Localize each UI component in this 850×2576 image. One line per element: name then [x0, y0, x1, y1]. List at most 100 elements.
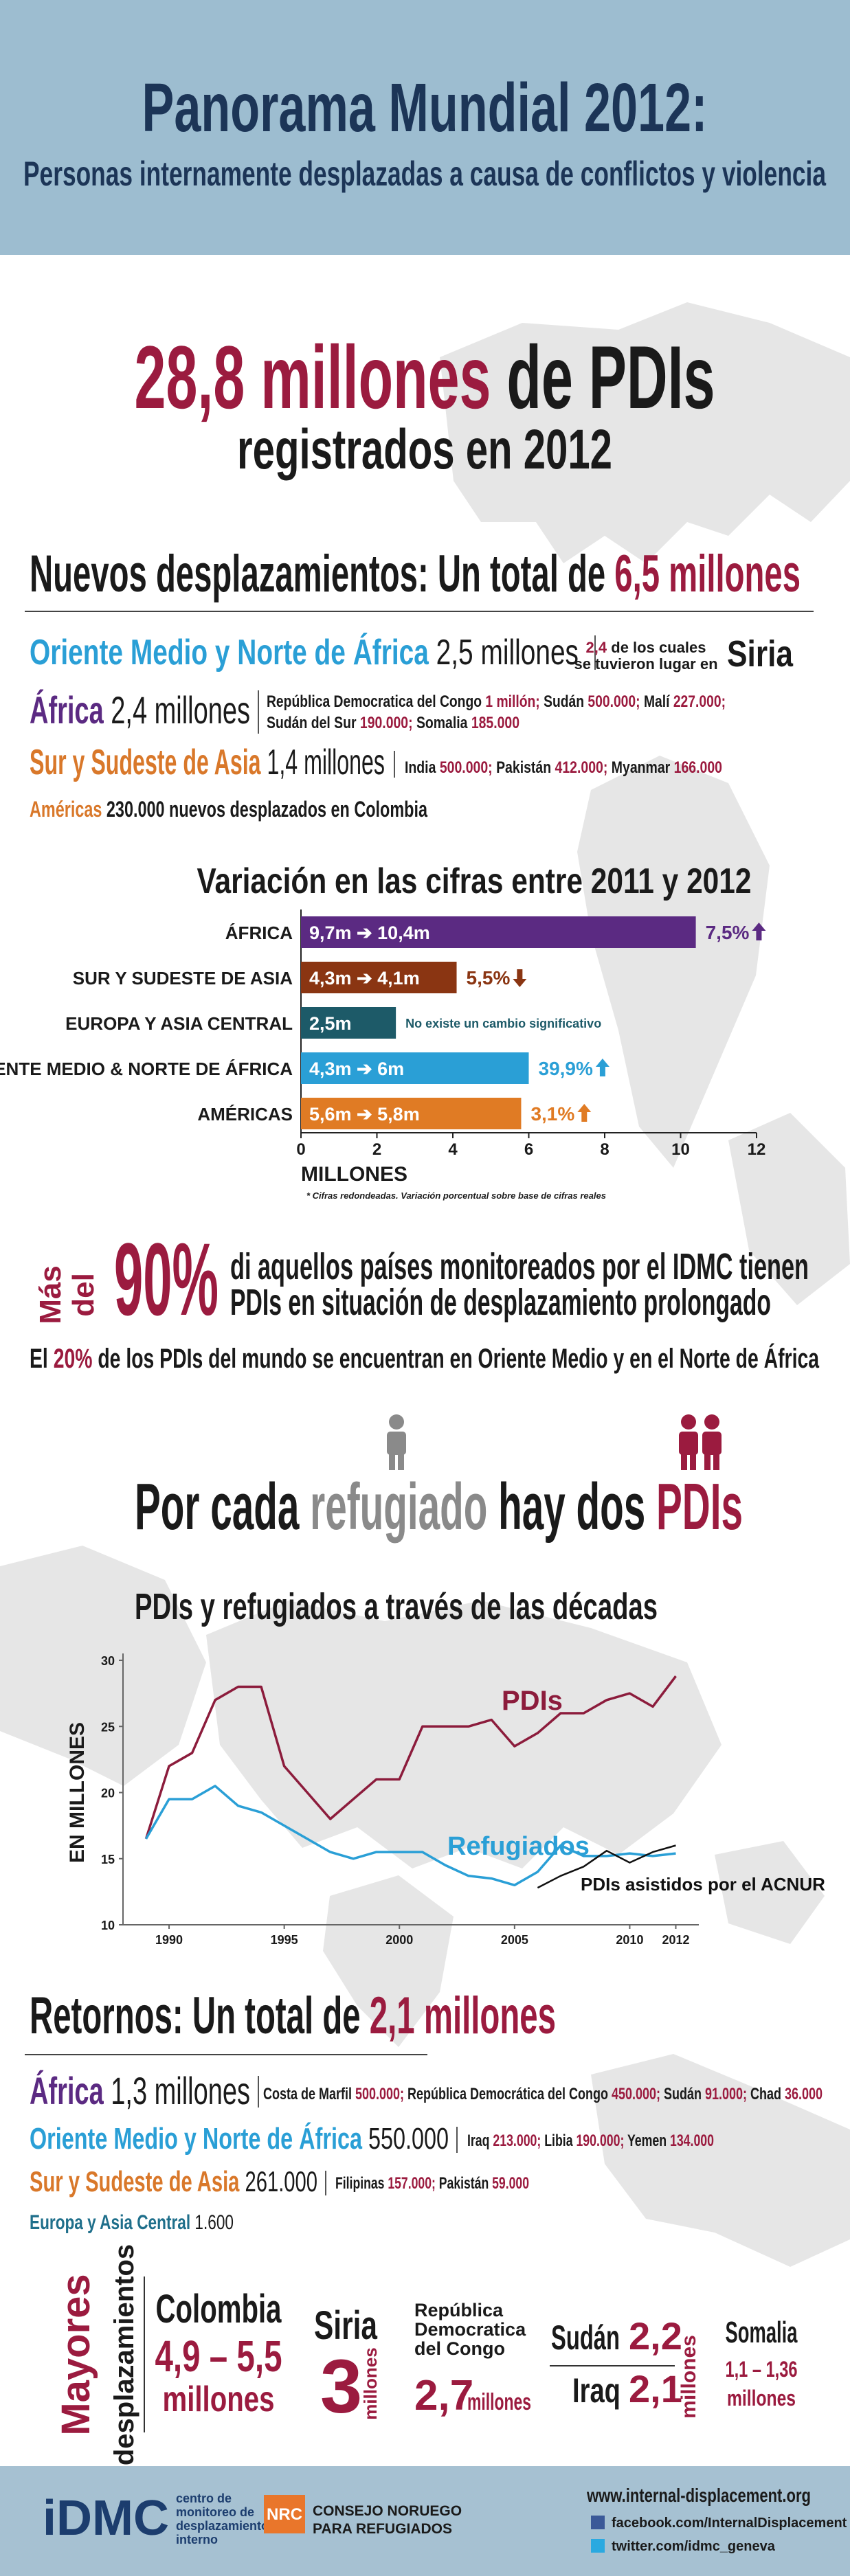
category-label: EUROPA Y ASIA CENTRAL [65, 1013, 293, 1034]
region-row: Oriente Medio y Norte de África 2,5 mill… [30, 633, 579, 673]
ratio-start: Por cada [135, 1470, 300, 1544]
facebook-link[interactable]: facebook.com/InternalDisplacement [612, 2516, 847, 2531]
ratio-refugee: refugiado [310, 1470, 487, 1544]
x-tick-label: 2012 [662, 1933, 689, 1947]
country-name: Iraq [572, 2371, 620, 2410]
share-figure: 20% [54, 1344, 93, 1374]
title: Panorama Mundial 2012: [142, 69, 708, 146]
protracted-prefix: Más [34, 1265, 67, 1324]
detail-figure: 166.000 [674, 758, 722, 777]
region-name: África [30, 688, 104, 732]
y-tick-label: 30 [101, 1654, 115, 1668]
detail-text: de los cuales [611, 639, 706, 656]
section-title-text: Nuevos desplazamientos: Un total de [30, 545, 605, 603]
trend-arrow [752, 923, 766, 940]
facebook-icon [591, 2516, 605, 2529]
headline-subtitle: registrados en 2012 [237, 418, 612, 481]
detail-figure: 2,4 [586, 639, 607, 656]
detail-country: Costa de Marfil [263, 2085, 352, 2103]
detail-country: República Democratica del Congo [267, 692, 482, 711]
chart-title: Variación en las cifras entre 2011 y 201… [197, 861, 752, 901]
country-figure: 1,1 – 1,36 [726, 2357, 798, 2382]
country-unit: millones [467, 2389, 531, 2415]
region-name: Europa y Asia Central [30, 2211, 190, 2234]
detail-country: India [405, 758, 436, 777]
axis-label: EN MILLONES [66, 1722, 89, 1863]
twitter-link[interactable]: twitter.com/idmc_geneva [612, 2539, 776, 2554]
detail-figure: 227.000; [673, 692, 726, 711]
category-label: AMÉRICAS [197, 1104, 293, 1125]
region-row: Sur y Sudeste de Asia 261.000 [30, 2165, 317, 2197]
x-tick-label: 2010 [616, 1933, 643, 1947]
x-tick-label: 10 [671, 1140, 690, 1159]
region-detail: República Democratica del Congo 1 millón… [267, 692, 726, 711]
country-unit: millones [360, 2347, 381, 2419]
subtitle: Personas internamente desplazadas a caus… [23, 155, 827, 193]
y-tick-label: 25 [101, 1720, 115, 1734]
detail-country: República Democrática del Congo [407, 2085, 608, 2103]
detail-country: Pakistán [439, 2174, 489, 2193]
region-figure: 2,4 millones [111, 688, 250, 732]
series-label: PDIs asistidos por el ACNUR [581, 1874, 825, 1895]
category-label: SUR Y SUDESTE DE ASIA [73, 968, 293, 988]
change-label: 39,9% [539, 1058, 593, 1079]
detail-figure: 190.000; [576, 2132, 624, 2150]
country-unit: millones [163, 2380, 275, 2419]
value-label: 5,6m ➔ 5,8m [309, 1104, 420, 1125]
y-tick-label: 10 [101, 1919, 115, 1932]
region-text: nuevos desplazados en Colombia [169, 797, 427, 822]
header-band [0, 0, 850, 255]
protracted-prefix: del [67, 1273, 100, 1317]
y-tick-label: 20 [101, 1787, 115, 1800]
x-tick-label: 8 [600, 1140, 609, 1159]
detail-country: Sudán [664, 2085, 702, 2103]
detail-country: Libia [544, 2132, 573, 2150]
value-label: 2,5m [309, 1013, 352, 1034]
footer-band [0, 2466, 850, 2576]
idmc-name: centro de [176, 2492, 232, 2505]
region-detail: se tuvieron lugar en [574, 655, 717, 673]
detail-country: Yemen [627, 2132, 667, 2150]
largest-title: desplazamientos [109, 2244, 139, 2465]
country-name: República [414, 2300, 504, 2320]
x-tick-label: 12 [748, 1140, 766, 1159]
share-rest: de los PDIs del mundo se encuentran en O… [98, 1343, 819, 1374]
detail-figure: 500.000; [355, 2085, 404, 2103]
world-map-background [0, 302, 850, 2267]
region-figure: 1,3 millones [111, 2069, 250, 2112]
detail-country: Iraq [467, 2132, 489, 2150]
change-label: 3,1% [530, 1103, 574, 1125]
region-figure: 1.600 [194, 2211, 234, 2234]
region-row: Europa y Asia Central 1.600 [30, 2211, 234, 2234]
detail-country: Pakistán [496, 758, 551, 777]
detail-figure: 36.000 [785, 2085, 823, 2103]
detail-country: Sudán [544, 692, 584, 711]
region-name: Oriente Medio y Norte de África [30, 633, 429, 673]
region-detail: Sudán del Sur 190.000; Somalia 185.000 [267, 714, 519, 732]
series-line [144, 1785, 676, 1887]
series-label: PDIs [502, 1686, 563, 1716]
trend-arrow [513, 969, 527, 987]
twitter-icon [591, 2539, 605, 2553]
website[interactable]: www.internal-displacement.org [586, 2485, 811, 2506]
idmc-logo: iDMC [43, 2491, 169, 2546]
region-row: Oriente Medio y Norte de África 550.000 [30, 2121, 449, 2156]
x-tick-label: 2000 [385, 1933, 413, 1947]
x-tick-label: 4 [448, 1140, 458, 1159]
value-label: 4,3m ➔ 6m [309, 1059, 404, 1079]
detail-country: Sudán del Sur [267, 714, 357, 732]
region-detail: Iraq 213.000; Libia 190.000; Yemen 134.0… [467, 2132, 714, 2150]
country-name: Democratica [414, 2319, 526, 2340]
detail-figure: 213.000; [493, 2132, 541, 2150]
headline-text: de PDIs [506, 327, 715, 427]
region-row: África 2,4 millones [30, 688, 250, 732]
change-label: 5,5% [467, 967, 511, 988]
chart-title: PDIs y refugiados a través de las década… [135, 1586, 658, 1627]
trend-arrow [577, 1104, 592, 1122]
protracted-text: di aquellos países monitoreados por el I… [230, 1246, 809, 1287]
protracted-figure: 90% [114, 1221, 219, 1337]
detail-figure: 1 millón; [485, 692, 539, 711]
region-name: África [30, 2069, 104, 2112]
